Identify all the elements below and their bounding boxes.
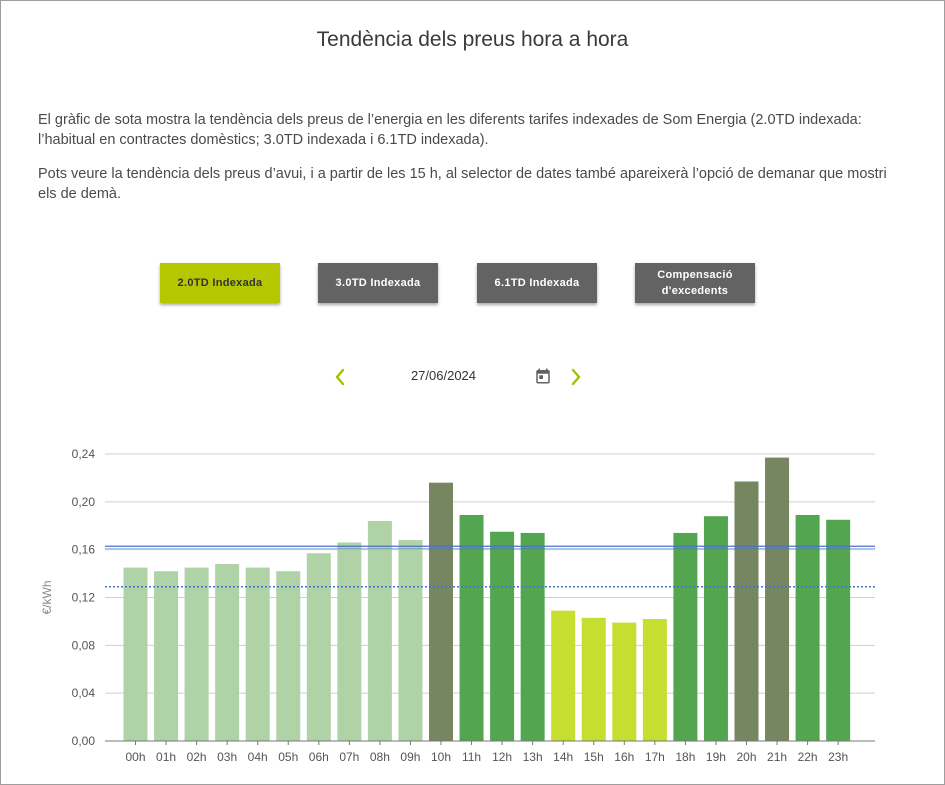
x-tick-label: 00h [125, 750, 145, 764]
bar-00h[interactable] [123, 567, 148, 741]
x-tick-label: 13h [523, 750, 543, 764]
x-tick-label: 14h [553, 750, 573, 764]
page-title: Tendència dels preus hora a hora [316, 28, 629, 51]
x-tick-label: 03h [217, 750, 237, 764]
bar-08h[interactable] [367, 520, 392, 741]
x-tick-label: 10h [431, 750, 451, 764]
bar-11h[interactable] [459, 514, 484, 741]
bar-23h[interactable] [826, 519, 851, 741]
x-tick-label: 23h [828, 750, 848, 764]
bar-18h[interactable] [673, 532, 698, 741]
bar-16h[interactable] [612, 622, 637, 741]
x-tick-label: 18h [675, 750, 695, 764]
y-axis-label: €/kWh [40, 580, 54, 614]
y-tick-label: 0,24 [72, 447, 96, 461]
x-tick-label: 04h [248, 750, 268, 764]
x-tick-label: 16h [614, 750, 634, 764]
tab-3td-indexada[interactable]: 3.0TD Indexada [318, 263, 438, 303]
x-tick-label: 15h [584, 750, 604, 764]
y-tick-label: 0,16 [72, 543, 96, 557]
bar-22h[interactable] [795, 514, 820, 741]
bar-20h[interactable] [734, 481, 759, 741]
bar-03h[interactable] [215, 564, 240, 741]
x-tick-label: 19h [706, 750, 726, 764]
tab-2td-indexada[interactable]: 2.0TD Indexada [160, 263, 280, 303]
x-tick-label: 02h [187, 750, 207, 764]
y-tick-label: 0,00 [72, 734, 96, 748]
x-tick-label: 12h [492, 750, 512, 764]
intro-paragraph-2: Pots veure la tendència dels preus d’avu… [38, 166, 887, 202]
bar-10h[interactable] [429, 482, 453, 741]
x-tick-label: 09h [400, 750, 420, 764]
bar-13h[interactable] [520, 532, 545, 741]
y-tick-label: 0,08 [72, 638, 96, 652]
x-tick-label: 20h [736, 750, 756, 764]
bar-09h[interactable] [398, 540, 423, 741]
chevron-left-icon[interactable] [330, 364, 350, 390]
x-tick-label: 11h [462, 750, 481, 764]
bar-17h[interactable] [642, 619, 667, 741]
bar-19h[interactable] [703, 516, 728, 741]
bar-12h[interactable] [490, 531, 515, 741]
calendar-icon[interactable] [534, 367, 552, 385]
bar-14h[interactable] [551, 610, 576, 741]
y-tick-label: 0,04 [72, 686, 96, 700]
bar-07h[interactable] [337, 542, 362, 741]
x-tick-label: 21h [767, 750, 787, 764]
bar-21h[interactable] [765, 457, 790, 741]
tab-6td-indexada[interactable]: 6.1TD Indexada [477, 263, 597, 303]
date-value[interactable]: 27/06/2024 [410, 368, 477, 383]
chevron-right-icon[interactable] [566, 364, 586, 390]
y-tick-label: 0,12 [72, 591, 96, 605]
x-tick-label: 07h [339, 750, 359, 764]
tab-compensacio-excedents[interactable]: Compensació d'excedents [635, 263, 755, 303]
bar-04h[interactable] [245, 567, 270, 741]
y-tick-label: 0,20 [72, 495, 96, 509]
x-tick-label: 01h [156, 750, 176, 764]
bar-02h[interactable] [184, 567, 209, 741]
price-chart: 0,00 0,04 0,08 0,12 0,16 0,20 0,24 €/kWh 00h 01h 0… [40, 447, 875, 764]
x-tick-label: 06h [309, 750, 329, 764]
bar-05h[interactable] [276, 571, 301, 741]
bar-06h[interactable] [306, 553, 331, 741]
bar-15h[interactable] [581, 617, 606, 741]
intro-paragraph-1: El gràfic de sota mostra la tendència de… [38, 112, 862, 148]
x-tick-label: 08h [370, 750, 390, 764]
date-selector: 27/06/2024 [330, 364, 590, 390]
x-tick-label: 17h [645, 750, 665, 764]
x-tick-label: 05h [278, 750, 298, 764]
x-tick-label: 22h [798, 750, 818, 764]
bar-01h[interactable] [154, 571, 179, 741]
